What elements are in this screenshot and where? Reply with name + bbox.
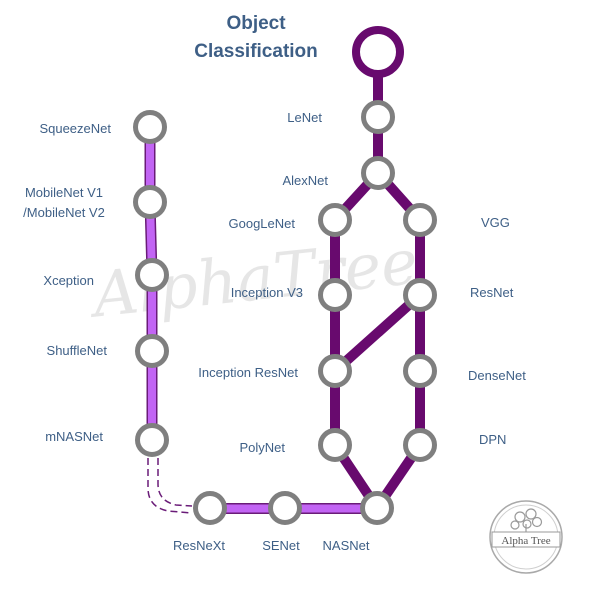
node-shufflenet[interactable]	[135, 334, 169, 368]
node-dpn[interactable]	[403, 428, 437, 462]
node-mobilenet[interactable]	[133, 185, 167, 219]
label-inception-v3: Inception V3	[231, 285, 303, 300]
node-labels: LeNet AlexNet GoogLeNet VGG Inception V3…	[23, 110, 526, 553]
node-squeezenet[interactable]	[133, 110, 167, 144]
tree-icon	[510, 508, 543, 532]
node-inception-resnet[interactable]	[318, 354, 352, 388]
nodes	[133, 26, 437, 525]
label-inception-resnet: Inception ResNet	[198, 365, 298, 380]
node-vgg[interactable]	[403, 203, 437, 237]
node-densenet[interactable]	[403, 354, 437, 388]
label-senet: SENet	[262, 538, 300, 553]
label-mobilenet-line2: /MobileNet V2	[23, 205, 105, 220]
node-senet[interactable]	[268, 491, 302, 525]
page-title-line1: Object	[226, 13, 286, 34]
label-resnext: ResNeXt	[173, 538, 225, 553]
label-squeezenet: SqueezeNet	[39, 121, 111, 136]
label-mnasnet: mNASNet	[45, 429, 103, 444]
label-polynet: PolyNet	[239, 440, 285, 455]
label-xception: Xception	[43, 273, 94, 288]
node-mnasnet[interactable]	[135, 423, 169, 457]
node-inception-v3[interactable]	[318, 278, 352, 312]
node-xception[interactable]	[135, 258, 169, 292]
label-nasnet: NASNet	[323, 538, 370, 553]
dashed-connector-inner	[157, 458, 193, 507]
root-node[interactable]	[352, 26, 404, 78]
label-alexnet: AlexNet	[282, 173, 328, 188]
alpha-tree-logo: Alpha Tree	[489, 500, 563, 574]
label-dpn: DPN	[479, 432, 506, 447]
label-vgg: VGG	[481, 215, 510, 230]
dashed-connector-outer	[147, 458, 193, 514]
watermark-text: AlphaTree	[85, 225, 421, 332]
label-lenet: LeNet	[287, 110, 322, 125]
node-lenet[interactable]	[361, 100, 395, 134]
logo-banner	[491, 531, 561, 548]
node-resnet[interactable]	[403, 278, 437, 312]
label-densenet: DenseNet	[468, 368, 526, 383]
node-resnext[interactable]	[193, 491, 227, 525]
node-nasnet[interactable]	[360, 491, 394, 525]
label-googlenet: GoogLeNet	[229, 216, 296, 231]
node-alexnet[interactable]	[361, 156, 395, 190]
node-polynet[interactable]	[318, 428, 352, 462]
label-resnet: ResNet	[470, 285, 514, 300]
page-title-line2: Classification	[194, 41, 318, 62]
node-googlenet[interactable]	[318, 203, 352, 237]
label-shufflenet: ShuffleNet	[47, 343, 108, 358]
label-mobilenet-line1: MobileNet V1	[25, 185, 103, 200]
logo-text: Alpha Tree	[501, 535, 550, 547]
line-resnet-inception-resnet	[330, 290, 425, 376]
